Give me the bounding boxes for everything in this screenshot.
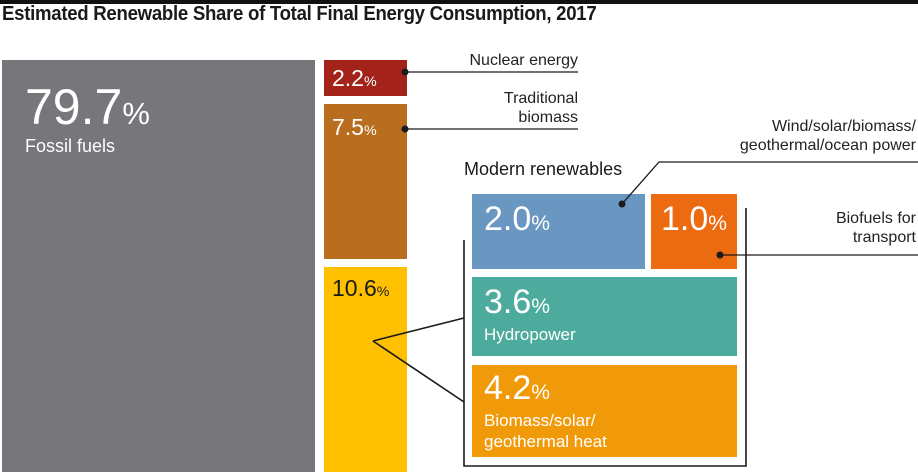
value-transport-number: 1.0	[661, 200, 709, 238]
leader-traditional-dot	[401, 125, 409, 133]
value-modern-renewables: 10.6%	[332, 275, 389, 302]
label-biomass-heat: Biomass/solar/geothermal heat	[484, 410, 607, 452]
leader-transport-dot	[716, 251, 724, 259]
block-biofuels-transport: 1.0%	[651, 194, 737, 269]
breakdown-bracket	[463, 208, 747, 467]
value-biomass-heat: 4.2%	[484, 369, 550, 408]
unit-nuclear: %	[363, 74, 377, 90]
bracket-connector-top	[372, 317, 465, 342]
value-traditional-number: 7.5	[332, 114, 364, 140]
label-biomass-heat-line-2: geothermal heat	[484, 432, 607, 451]
unit-fossil-fuels: %	[122, 96, 150, 131]
bracket-connector-bottom	[372, 340, 465, 403]
value-traditional-biomass: 7.5%	[332, 114, 377, 141]
value-heat-number: 4.2	[484, 369, 532, 407]
chart-title: Estimated Renewable Share of Total Final…	[2, 3, 597, 25]
value-modern-number: 10.6	[332, 275, 377, 301]
label-biomass-heat-line-1: Biomass/solar/	[484, 411, 596, 430]
unit-traditional: %	[363, 123, 377, 139]
block-power: 2.0%	[472, 194, 645, 269]
block-hydropower: 3.6% Hydropower	[472, 277, 737, 356]
label-biofuels-transport: Biofuels for transport	[836, 209, 916, 247]
label-power-line-2: geothermal/ocean power	[739, 137, 916, 154]
unit-heat: %	[531, 381, 551, 404]
value-hydro-number: 3.6	[484, 283, 532, 321]
value-power-number: 2.0	[484, 200, 532, 238]
label-power: Wind/solar/biomass/geothermal/ocean powe…	[740, 117, 916, 155]
value-power: 2.0%	[484, 200, 550, 239]
value-hydropower: 3.6%	[484, 283, 550, 322]
leader-nuclear-dot	[401, 68, 409, 76]
leader-power-dot	[618, 200, 626, 208]
label-nuclear-energy: Nuclear energy	[469, 52, 579, 69]
modern-renewables-title: Modern renewables	[464, 159, 623, 179]
top-rule	[0, 0, 918, 4]
value-biofuels-transport: 1.0%	[661, 200, 727, 239]
unit-hydro: %	[531, 295, 551, 318]
unit-transport: %	[708, 212, 728, 235]
unit-modern: %	[376, 284, 390, 300]
value-nuclear-number: 2.2	[332, 65, 364, 91]
block-traditional-biomass: 7.5%	[324, 104, 407, 259]
block-modern-renewables: 10.6%	[324, 267, 407, 472]
label-traditional-line-1: Traditional	[503, 90, 578, 107]
label-transport-line-2: transport	[852, 229, 916, 246]
value-fossil-fuels-number: 79.7	[25, 79, 123, 135]
value-fossil-fuels: 79.7%	[25, 78, 150, 136]
label-fossil-fuels: Fossil fuels	[25, 136, 116, 156]
block-nuclear-energy: 2.2%	[324, 60, 407, 96]
label-hydropower: Hydropower	[484, 325, 576, 344]
label-transport-line-1: Biofuels for	[835, 210, 916, 227]
value-nuclear-energy: 2.2%	[332, 65, 377, 92]
block-biomass-heat: 4.2% Biomass/solar/geothermal heat	[472, 365, 737, 457]
block-fossil-fuels: 79.7% Fossil fuels	[2, 60, 315, 472]
unit-power: %	[531, 212, 551, 235]
label-traditional-line-2: biomass	[518, 109, 578, 126]
leader-power	[621, 161, 918, 205]
label-power-line-1: Wind/solar/biomass/	[771, 118, 916, 135]
label-traditional-biomass: Traditional biomass	[504, 89, 578, 127]
